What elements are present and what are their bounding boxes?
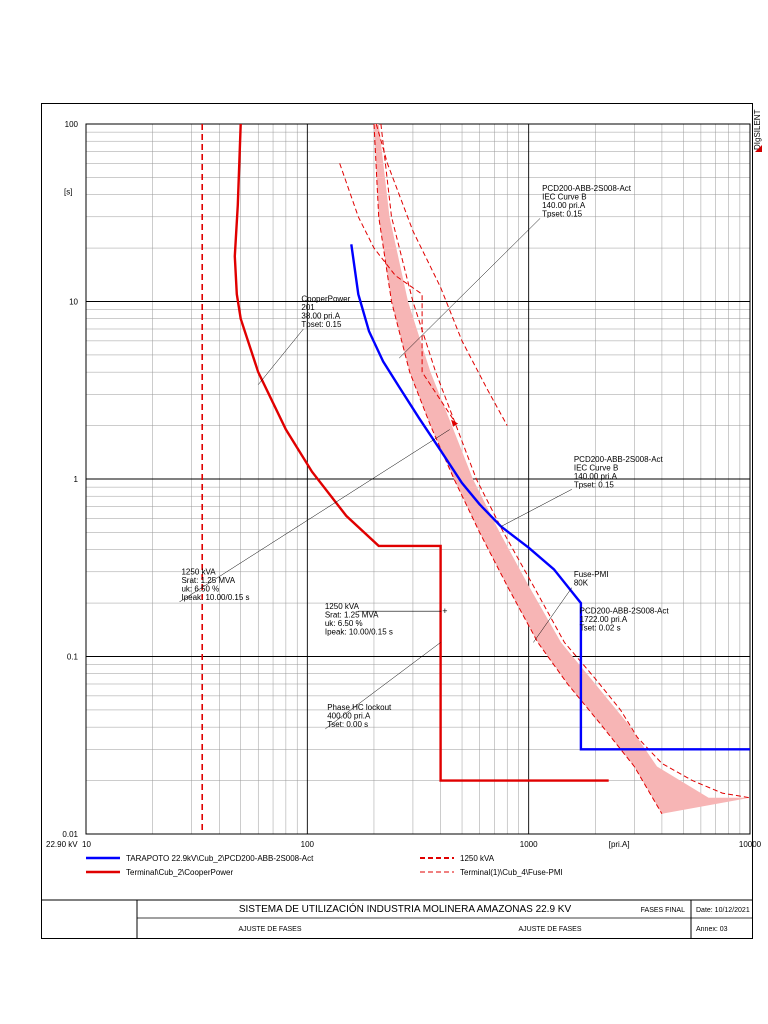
inrush-point-marker: + <box>442 606 447 616</box>
annotation-text: 1722.00 pri.A <box>580 615 628 624</box>
plot-area-border <box>85 123 751 835</box>
legend-label-relay: TARAPOTO 22.9kV\Cub_2\PCD200-ABB-2S008-A… <box>126 854 314 863</box>
transformer-damage-curve-1 <box>375 124 508 426</box>
annotation-text: CooperPower <box>301 295 350 304</box>
x-tick-label: 10 <box>82 840 91 849</box>
annotation-text: Tset: 0.02 s <box>580 623 621 632</box>
annotation-text: Phase HC lockout <box>327 703 392 712</box>
title-block-date: Date: 10/12/2021 <box>696 907 750 914</box>
annotation-text: Srat: 1.25 MVA <box>181 576 235 585</box>
transformer-damage-curve-2 <box>339 163 457 424</box>
annotation-text: Tpset: 0.15 <box>574 480 615 489</box>
annotation-text: 201 <box>301 303 315 312</box>
x-tick-label: 10000 <box>739 840 762 849</box>
annotation-text: PCD200-ABB-2S008-Act <box>574 455 664 464</box>
annotation-text: 1250 kVA <box>325 602 360 611</box>
annotation-text: Tpset: 0.15 <box>301 320 342 329</box>
annotation-text: 1250 kVA <box>181 567 216 576</box>
report-frame <box>41 103 753 939</box>
y-axis-label: [s] <box>64 188 72 197</box>
title-block-subtitle-left: AJUSTE DE FASES <box>238 926 301 933</box>
annotation-text: 140.00 pri.A <box>542 201 586 210</box>
brand-label: DIgSILENT <box>753 109 762 150</box>
annotation-text: 140.00 pri.A <box>574 472 618 481</box>
annotation-text: IEC Curve B <box>542 192 586 201</box>
fuse-total-clear-curve <box>380 124 750 799</box>
major-grid <box>85 124 750 835</box>
title-block-case: FASES FINAL <box>641 907 685 914</box>
title-block-annex: Annex: 03 <box>696 926 728 933</box>
annotation-text: 38.00 pri.A <box>301 312 340 321</box>
annotation-text: IEC Curve B <box>574 463 618 472</box>
annotation-text: PCD200-ABB-2S008-Act <box>542 184 632 193</box>
annotation-text: uk: 6.50 % <box>181 584 219 593</box>
x-axis-label: [pri.A] <box>609 840 630 849</box>
annotation-text: uk: 6.50 % <box>325 619 363 628</box>
y-tick-label: 10 <box>69 298 78 307</box>
annotation-leader <box>533 587 573 643</box>
annotation-text: Tpset: 0.15 <box>542 209 583 218</box>
x-tick-label: 1000 <box>520 840 538 849</box>
legend-label-fuse: Terminal(1)\Cub_4\Fuse-PMI <box>460 868 563 877</box>
x-tick-label: 100 <box>301 840 315 849</box>
annotation-text: Srat: 1.25 MVA <box>325 611 379 620</box>
y-tick-label: 0.01 <box>62 830 78 839</box>
annotation-text: PCD200-ABB-2S008-Act <box>580 606 670 615</box>
title-block-subtitle-right: AJUSTE DE FASES <box>518 926 581 933</box>
fuse-band-fill <box>374 124 750 814</box>
legend-label-recloser: Terminal\Cub_2\CooperPower <box>126 868 234 877</box>
brand-triangle-icon <box>755 145 762 152</box>
y-tick-label: 0.1 <box>67 653 79 662</box>
annotation-leader <box>258 328 304 385</box>
annotation-text: Ipeak: 10.00/0.15 s <box>325 628 393 637</box>
annotation-leader <box>399 218 541 359</box>
title-block: SISTEMA DE UTILIZACIÓN INDUSTRIA MOLINER… <box>41 899 753 939</box>
annotation-leader <box>179 429 450 603</box>
relay-curve <box>350 244 750 751</box>
curves-layer: + <box>201 124 750 834</box>
legend-label-transformer: 1250 kVA <box>460 854 495 863</box>
damage-arrow-marker <box>451 419 459 427</box>
voltage-label: 22.90 kV <box>46 840 78 849</box>
annotation-text: 400.00 pri.A <box>327 711 371 720</box>
annotation-text: Ipeak: 10.00/0.15 s <box>181 593 249 602</box>
fuse-min-melt-curve <box>373 124 663 815</box>
annotation-text: Fuse-PMI <box>574 570 609 579</box>
y-tick-label: 1 <box>74 475 79 484</box>
annotation-text: Tset: 0.00 s <box>327 720 368 729</box>
annotation-leader <box>500 489 572 527</box>
title-block-title: SISTEMA DE UTILIZACIÓN INDUSTRIA MOLINER… <box>239 902 572 915</box>
legend: TARAPOTO 22.9kV\Cub_2\PCD200-ABB-2S008-A… <box>86 854 563 877</box>
annotation-text: 80K <box>574 579 589 588</box>
annotation-leader <box>325 642 441 730</box>
recloser-curve <box>233 124 609 782</box>
y-tick-label: 100 <box>65 120 79 129</box>
